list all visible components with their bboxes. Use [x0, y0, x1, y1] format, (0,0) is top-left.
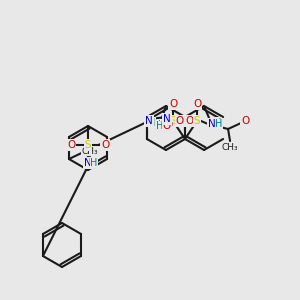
Text: O: O	[101, 140, 109, 150]
Text: H: H	[214, 118, 222, 128]
Text: H: H	[90, 158, 98, 168]
Text: H: H	[158, 120, 166, 130]
Text: H: H	[148, 118, 156, 128]
Text: N: N	[84, 158, 92, 168]
Text: CH₃: CH₃	[82, 146, 98, 155]
Text: O: O	[163, 121, 171, 131]
Text: H: H	[156, 121, 164, 131]
Text: N: N	[145, 116, 153, 126]
Text: CH₃: CH₃	[222, 142, 238, 152]
Text: O: O	[241, 116, 249, 126]
Text: O: O	[154, 122, 162, 132]
Text: S: S	[194, 116, 200, 126]
Text: O: O	[208, 122, 216, 132]
Text: O: O	[176, 116, 184, 126]
Text: N: N	[163, 114, 171, 124]
Text: O: O	[169, 99, 177, 109]
Text: O: O	[67, 140, 75, 150]
Text: O: O	[164, 120, 172, 130]
Text: S: S	[170, 116, 176, 126]
Text: O: O	[193, 99, 201, 109]
Text: S: S	[85, 140, 91, 150]
Text: O: O	[186, 116, 194, 126]
Text: N: N	[208, 119, 216, 129]
Text: H: H	[215, 119, 223, 129]
